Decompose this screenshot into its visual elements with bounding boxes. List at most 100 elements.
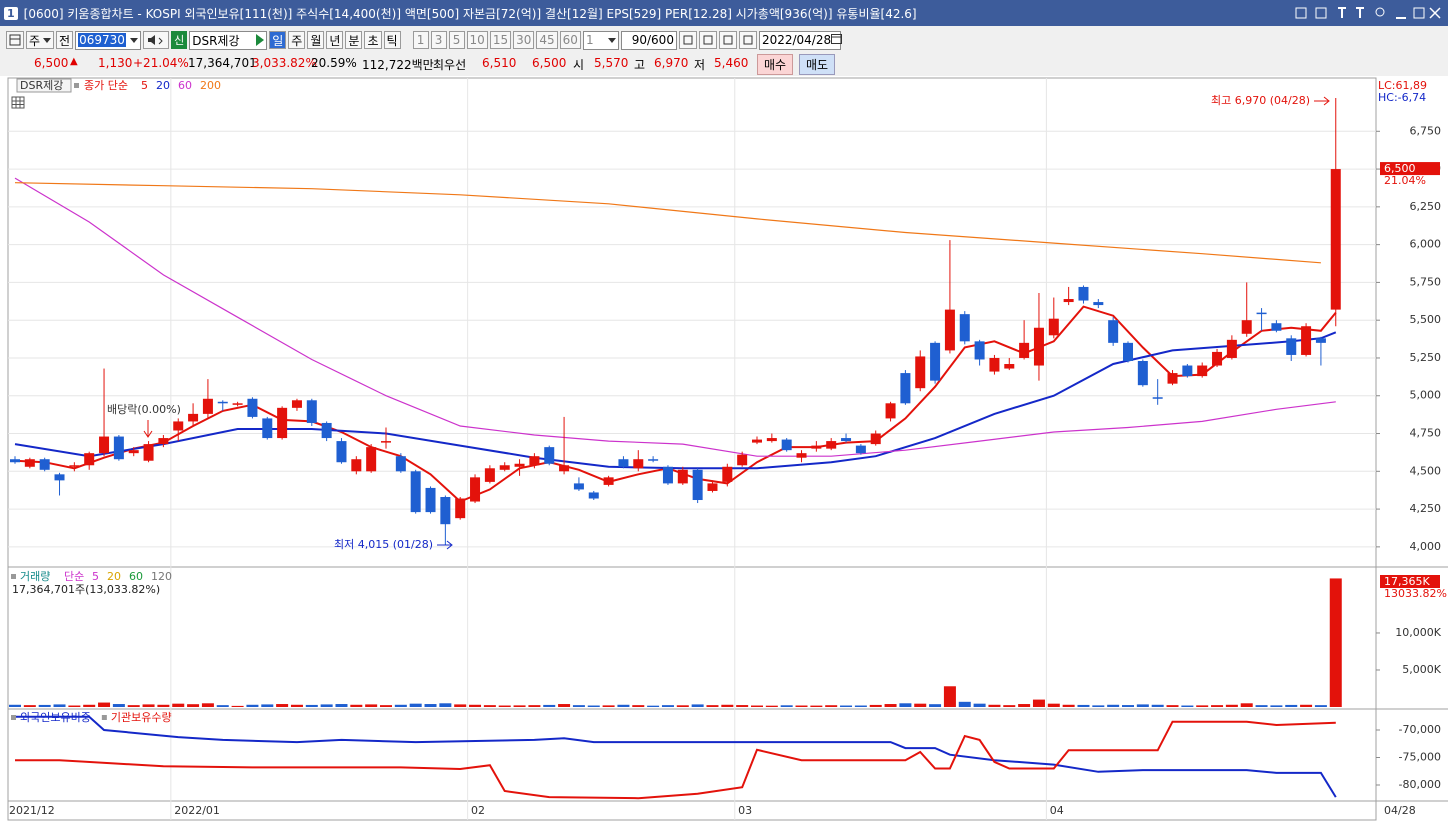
minute-button[interactable]: 60 xyxy=(559,31,581,49)
y-tick-label: -75,000 xyxy=(1399,750,1441,763)
volume-bar xyxy=(780,705,793,707)
minute-button[interactable]: 10 xyxy=(466,31,488,49)
period-type[interactable]: 주 xyxy=(26,31,55,49)
date-input[interactable]: 2022/04/28 xyxy=(758,30,843,50)
minute-button[interactable]: 3 xyxy=(430,31,447,49)
candle-body xyxy=(633,459,644,469)
candle-body xyxy=(291,400,302,408)
code-input[interactable]: 069730 xyxy=(75,30,142,50)
minute-button[interactable]: 15 xyxy=(489,31,512,49)
minute-button[interactable]: 5 xyxy=(448,31,465,49)
icon[interactable] xyxy=(1375,7,1385,17)
annotation: 배당락(0.00%) xyxy=(107,403,181,416)
candle-body xyxy=(173,421,184,431)
volume-bar xyxy=(276,704,289,707)
toolbar-icon[interactable] xyxy=(6,31,24,49)
ma-line xyxy=(14,182,1321,264)
candle-body xyxy=(484,468,495,482)
name-box[interactable]: DSR제강 xyxy=(189,30,268,50)
icon[interactable] xyxy=(1338,7,1346,18)
volume-bar xyxy=(884,704,897,707)
toolbar: 주 전 069730 신 DSR제강 일 주 월 년 분 초 틱 1 3 5 10 15 30 45 60 1 90/60… xyxy=(0,28,1448,52)
unit-select[interactable]: 1 xyxy=(582,30,619,50)
candle-body xyxy=(1063,299,1074,303)
candle-body xyxy=(425,487,436,513)
y-tick-label: 4,250 xyxy=(1410,502,1442,515)
icon[interactable] xyxy=(1295,7,1307,19)
change: 1,130 xyxy=(98,56,133,70)
volume-bar xyxy=(142,704,155,707)
candle-body xyxy=(1167,373,1178,384)
candle-body xyxy=(826,441,837,449)
volume-bar xyxy=(83,704,96,707)
volume-bar xyxy=(840,705,853,707)
candle-body xyxy=(113,436,124,460)
volume-bar xyxy=(691,704,704,707)
y-tick-label: 5,000K xyxy=(1402,663,1441,676)
candle-body xyxy=(989,357,1000,372)
interval-button[interactable]: 틱 xyxy=(383,31,401,49)
volume-bar xyxy=(216,705,229,707)
sell-button[interactable]: 매도 xyxy=(799,54,836,75)
volume-bar xyxy=(335,704,348,707)
interval-button[interactable]: 일 xyxy=(269,31,287,49)
candle-body xyxy=(143,444,154,461)
candle-body xyxy=(648,459,659,461)
table-icon[interactable] xyxy=(11,96,25,109)
candle-body xyxy=(781,439,792,451)
name-triangle xyxy=(256,34,265,46)
volume-bar xyxy=(1018,704,1031,707)
legend-marker xyxy=(74,83,79,88)
minute-button[interactable]: 45 xyxy=(536,31,558,49)
interval-button[interactable]: 주 xyxy=(288,31,306,49)
volume-bar xyxy=(558,704,571,707)
minute-button[interactable]: 1 xyxy=(412,31,429,49)
maximize[interactable] xyxy=(1413,7,1425,19)
candle-body xyxy=(1048,318,1059,336)
caret xyxy=(43,37,52,43)
low: 5,460 xyxy=(714,56,749,70)
window-controls[interactable] xyxy=(1292,3,1442,23)
tool-icon[interactable] xyxy=(678,31,697,49)
price: 6,500 xyxy=(34,56,69,70)
candle-body xyxy=(930,342,941,381)
candle-body xyxy=(959,314,970,342)
tool-icon[interactable] xyxy=(718,31,737,49)
speaker-button[interactable] xyxy=(143,31,170,49)
candle-body xyxy=(811,445,822,449)
candle-body xyxy=(1271,323,1282,331)
interval-button[interactable]: 년 xyxy=(326,31,344,49)
buy-button[interactable]: 매수 xyxy=(757,54,794,75)
candle-body xyxy=(707,483,718,491)
volume-bar xyxy=(587,705,600,707)
candle-body xyxy=(1123,342,1133,361)
candle-body xyxy=(944,309,955,351)
holding-line xyxy=(15,715,1337,798)
volume-bar xyxy=(365,704,378,707)
candle-body xyxy=(1241,320,1252,334)
tool-icon[interactable] xyxy=(698,31,717,49)
interval-button[interactable]: 월 xyxy=(307,31,325,49)
interval-button[interactable]: 초 xyxy=(364,31,382,49)
volume-bar xyxy=(810,705,823,707)
tool-icon[interactable] xyxy=(738,31,757,49)
count-input[interactable]: 90/600 xyxy=(620,30,677,50)
open: 5,570 xyxy=(594,56,629,70)
minute-button[interactable]: 30 xyxy=(513,31,535,49)
prev-button[interactable]: 전 xyxy=(56,31,74,49)
icon[interactable] xyxy=(1356,7,1364,18)
legend-marker xyxy=(11,574,16,579)
legend-item: 기관보유수량 xyxy=(111,711,172,724)
y-tick-label: 5,750 xyxy=(1410,275,1442,288)
icon[interactable] xyxy=(1315,7,1327,19)
candle-body xyxy=(662,466,673,484)
annotation: 최저 4,015 (01/28) xyxy=(334,538,433,551)
legend-item: 120 xyxy=(151,570,172,583)
candle-body xyxy=(766,438,777,442)
close[interactable] xyxy=(1429,7,1441,19)
interval-button[interactable]: 분 xyxy=(345,31,363,49)
volume-bar xyxy=(647,705,660,707)
legend-item: 200 xyxy=(200,79,221,92)
last-volume-box xyxy=(1380,575,1440,588)
candle-body xyxy=(128,450,139,454)
